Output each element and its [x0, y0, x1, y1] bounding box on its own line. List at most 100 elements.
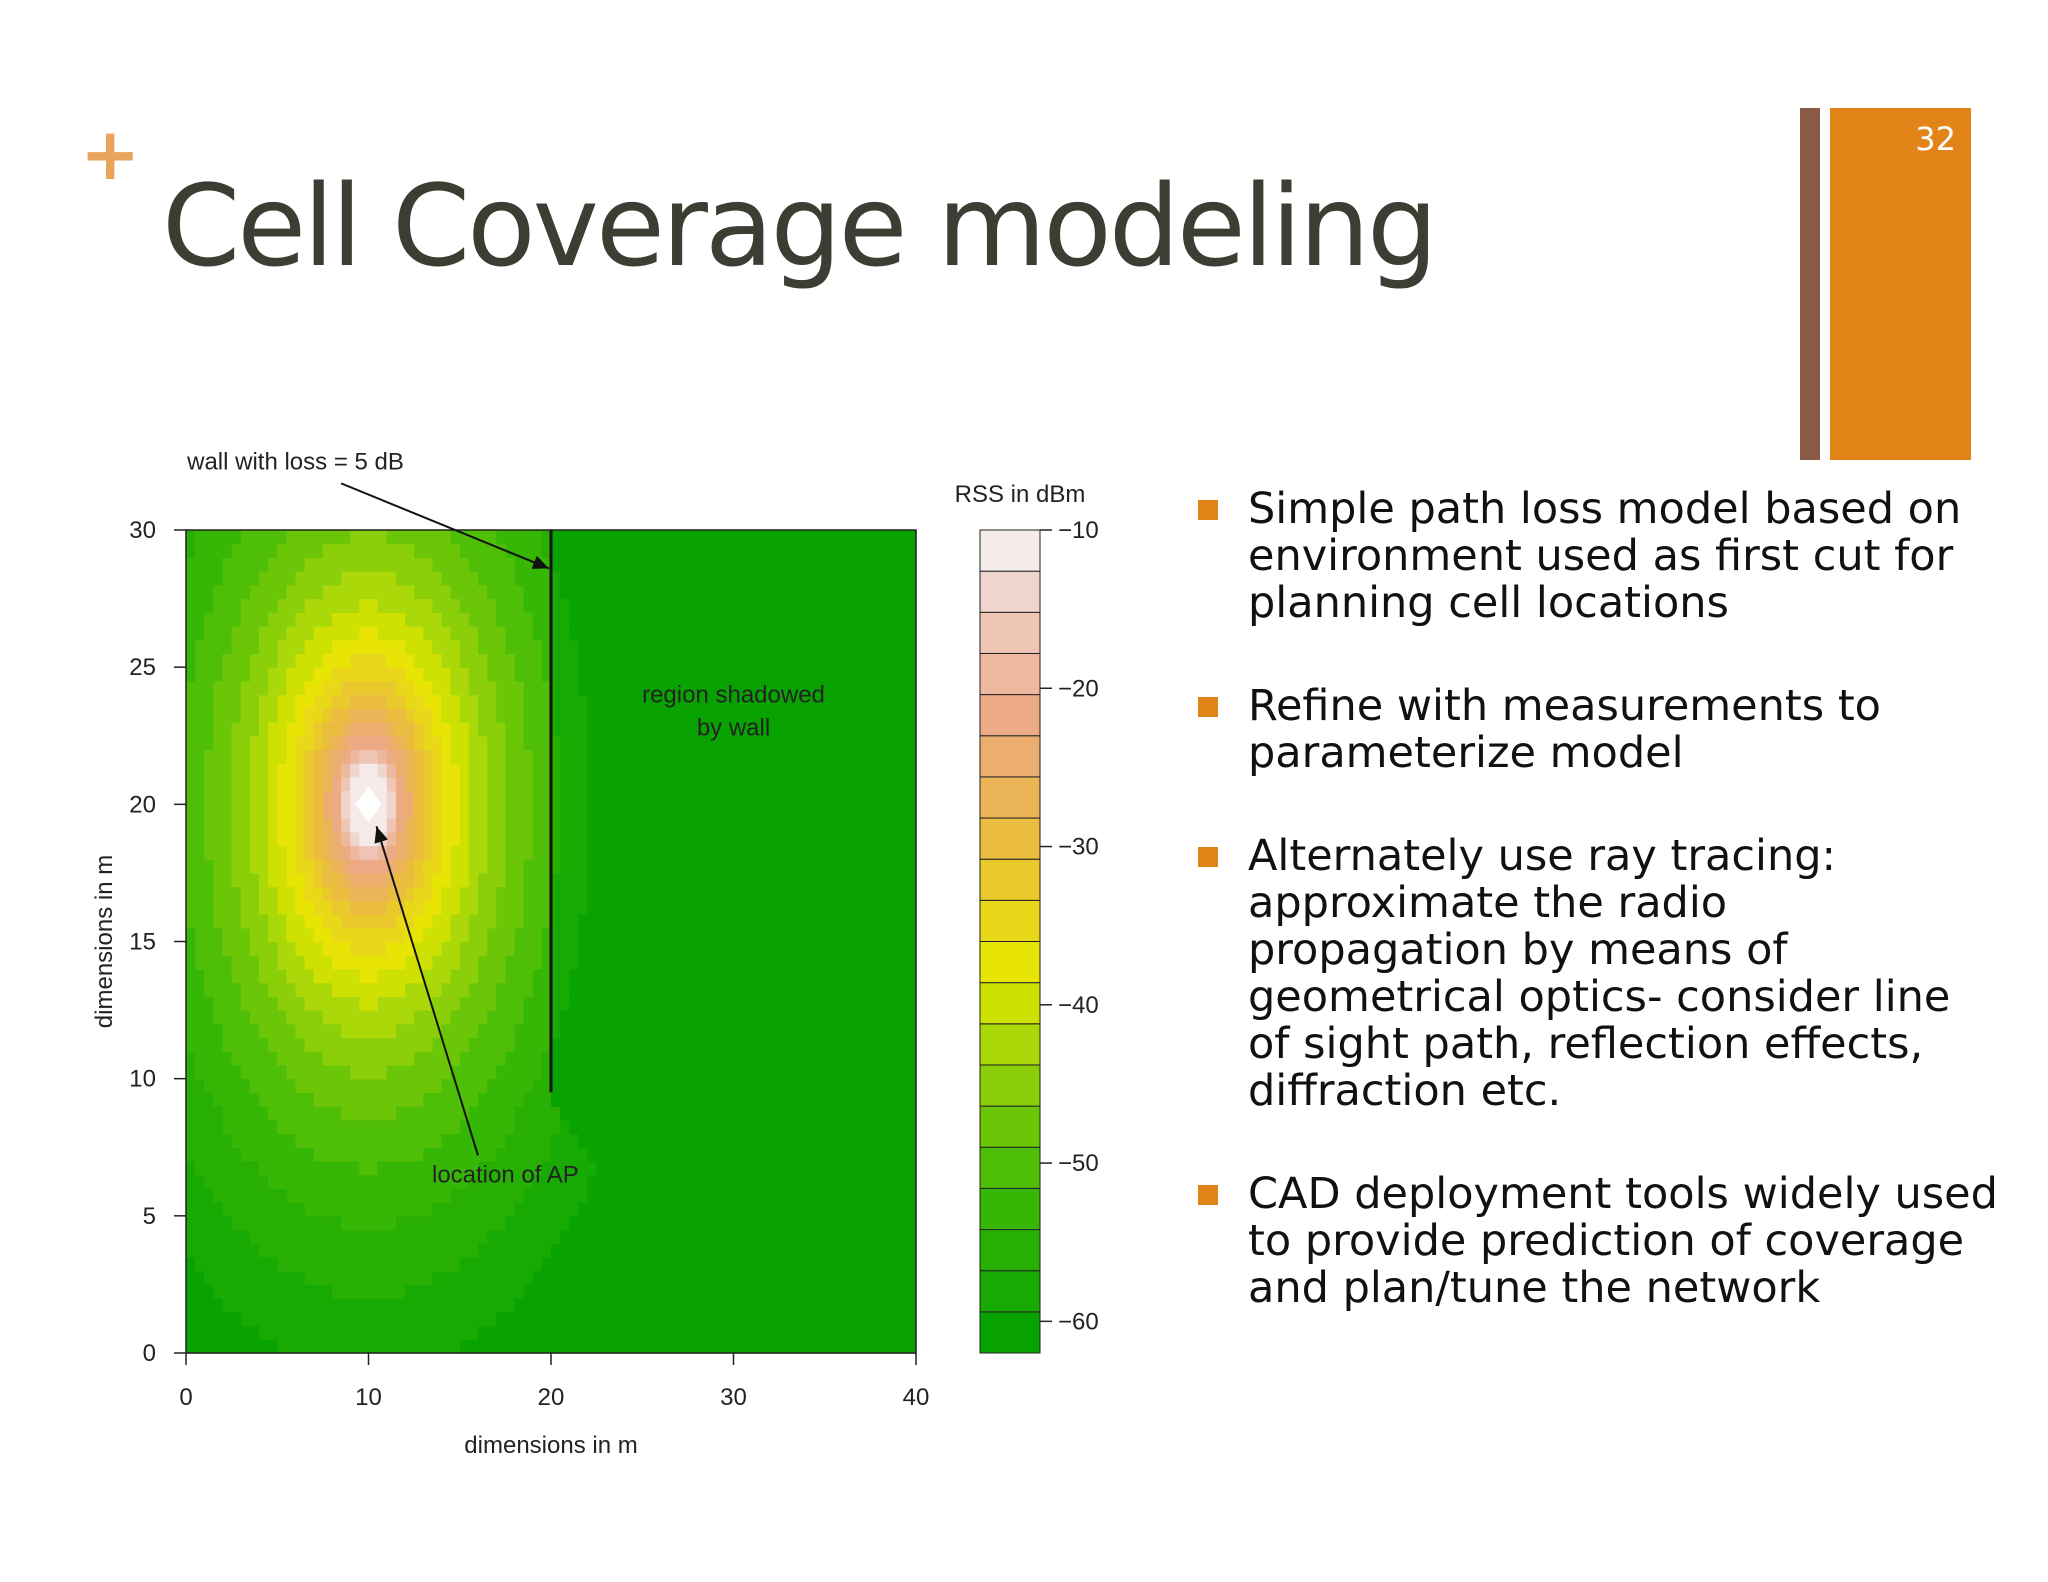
heatmap-cell [642, 886, 652, 901]
heatmap-cell [359, 626, 370, 641]
heatmap-cell [505, 831, 516, 847]
heatmap-cell [715, 1147, 725, 1162]
heatmap-cell [368, 626, 379, 641]
heatmap-cell [332, 1284, 342, 1299]
heatmap-cell [642, 872, 652, 888]
heatmap-cell [797, 941, 808, 956]
heatmap-cell [578, 1147, 589, 1162]
heatmap-cell [578, 845, 589, 860]
heatmap-cell [742, 1092, 753, 1107]
heatmap-cell [249, 804, 260, 819]
heatmap-cell [733, 708, 744, 723]
heatmap-cell [806, 557, 817, 572]
heatmap-cell [815, 1243, 826, 1258]
heatmap-cell [341, 900, 351, 915]
heatmap-cell [770, 872, 780, 888]
heatmap-cell [304, 694, 315, 709]
heatmap-cell [523, 722, 534, 737]
heatmap-cell [706, 914, 716, 929]
heatmap-cell [733, 1147, 744, 1162]
heatmap-cell [523, 530, 534, 545]
heatmap-cell [843, 1243, 853, 1258]
heatmap-cell [423, 722, 433, 737]
heatmap-cell [505, 1160, 516, 1176]
heatmap-cell [231, 1133, 242, 1148]
heatmap-cell [715, 1106, 725, 1121]
heatmap-cell [359, 543, 370, 559]
heatmap-cell [687, 1160, 698, 1176]
heatmap-cell [715, 1298, 725, 1313]
heatmap-cell [213, 584, 224, 600]
heatmap-cell [824, 927, 835, 943]
heatmap-cell [441, 941, 452, 956]
heatmap-cell [377, 639, 388, 655]
heatmap-cell [231, 722, 242, 737]
heatmap-cell [605, 1284, 616, 1299]
heatmap-cell [742, 543, 753, 559]
heatmap-cell [441, 1270, 452, 1286]
heatmap-cell [551, 571, 561, 586]
heatmap-cell [906, 1188, 917, 1203]
y-tick-label: 20 [129, 791, 156, 818]
heatmap-cell [259, 968, 269, 984]
heatmap-cell [268, 914, 278, 929]
heatmap-cell [359, 1037, 370, 1052]
heatmap-cell [888, 1339, 899, 1354]
heatmap-cell [651, 955, 662, 970]
heatmap-cell [833, 557, 844, 572]
heatmap-cell [797, 1188, 808, 1203]
heatmap-cell [569, 872, 579, 888]
heatmap-cell [423, 1092, 433, 1107]
heatmap-cell [377, 1339, 388, 1354]
heatmap-cell [441, 1147, 452, 1162]
colorbar-band [979, 982, 1041, 1025]
heatmap-cell [587, 639, 598, 655]
heatmap-cell [678, 1106, 689, 1121]
heatmap-cell [459, 790, 470, 805]
heatmap-cell [222, 1215, 233, 1231]
heatmap-cell [277, 1174, 287, 1189]
heatmap-cell [286, 1133, 297, 1148]
heatmap-cell [733, 1160, 744, 1176]
heatmap-cell [231, 886, 242, 901]
heatmap-cell [286, 722, 297, 737]
heatmap-cell [341, 927, 351, 943]
heatmap-cell [742, 831, 753, 847]
heatmap-cell [186, 886, 196, 901]
heatmap-cell [359, 722, 370, 737]
heatmap-cell [213, 571, 224, 586]
heatmap-cell [687, 886, 698, 901]
heatmap-cell [888, 1270, 899, 1286]
heatmap-cell [523, 1092, 534, 1107]
heatmap-cell [770, 776, 780, 792]
heatmap-cell [505, 996, 516, 1011]
heatmap-cell [687, 1119, 698, 1135]
heatmap-cell [779, 1119, 789, 1135]
heatmap-cell [578, 1298, 589, 1313]
heatmap-cell [322, 1064, 333, 1080]
heatmap-cell [277, 1119, 287, 1135]
heatmap-cell [195, 1202, 205, 1217]
heatmap-cell [304, 584, 315, 600]
heatmap-cell [614, 735, 625, 751]
heatmap-cell [405, 996, 415, 1011]
heatmap-cell [459, 557, 470, 572]
heatmap-cell [222, 680, 233, 696]
heatmap-cell [770, 900, 780, 915]
heatmap-cell [459, 872, 470, 888]
heatmap-cell [852, 584, 862, 600]
heatmap-cell [186, 557, 196, 572]
heatmap-cell [751, 886, 762, 901]
heatmap-cell [450, 845, 461, 860]
heatmap-cell [614, 1119, 625, 1135]
heatmap-cell [605, 1339, 616, 1354]
heatmap-cell [788, 735, 798, 751]
heatmap-cell [304, 722, 315, 737]
heatmap-cell [514, 845, 525, 860]
heatmap-cell [496, 667, 506, 682]
heatmap-cell [295, 1215, 306, 1231]
heatmap-cell [833, 722, 844, 737]
y-tick-label: 10 [129, 1066, 156, 1093]
heatmap-cell [496, 804, 506, 819]
heatmap-cell [249, 1270, 260, 1286]
